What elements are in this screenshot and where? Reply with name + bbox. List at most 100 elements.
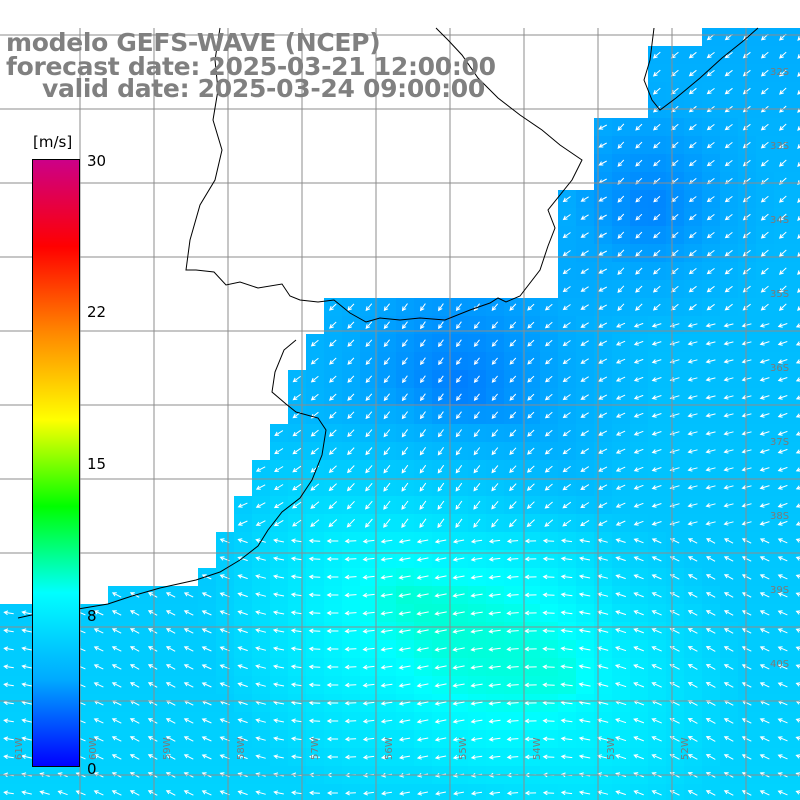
wind-arrow [509, 411, 517, 419]
wind-arrow [779, 69, 787, 77]
wind-arrow [795, 431, 800, 436]
wind-arrow [434, 575, 447, 580]
wind-arrow [147, 790, 158, 796]
wind-arrow [578, 790, 591, 795]
longitude-label: 52W [680, 737, 691, 760]
wind-cell [792, 208, 800, 227]
wind-arrow [741, 646, 752, 652]
wind-arrow [759, 467, 770, 472]
wind-arrow [21, 628, 32, 633]
wind-arrow [527, 321, 535, 329]
wind-arrow [111, 682, 122, 688]
wind-cell [270, 784, 289, 800]
wind-arrow [452, 665, 465, 670]
wind-arrow [237, 754, 248, 760]
wind-arrow [165, 664, 176, 670]
wind-arrow [777, 556, 788, 562]
wind-arrow [723, 431, 734, 436]
wind-arrow [705, 664, 716, 670]
wind-arrow [506, 718, 519, 724]
wind-arrow [398, 683, 411, 688]
wind-arrow [455, 357, 462, 366]
wind-cell [342, 784, 361, 800]
wind-arrow [488, 664, 501, 670]
wind-arrow [578, 610, 591, 615]
wind-arrow [706, 232, 715, 239]
wind-arrow [614, 682, 627, 688]
wind-arrow [542, 538, 555, 544]
wind-arrow [488, 538, 501, 544]
wind-arrow [777, 790, 788, 796]
wind-arrow [183, 664, 194, 670]
wind-arrow [580, 448, 590, 454]
wind-cell [792, 190, 800, 209]
wind-arrow [452, 557, 465, 562]
wind-arrow [578, 718, 591, 723]
wind-arrow [617, 303, 625, 311]
wind-arrow [524, 592, 537, 598]
wind-arrow [615, 340, 626, 346]
wind-arrow [597, 520, 608, 526]
colorbar-tick-0: 0 [87, 760, 97, 778]
wind-cell [792, 154, 800, 173]
wind-arrow [470, 647, 483, 652]
wind-arrow [147, 646, 158, 652]
wind-arrow [545, 339, 553, 347]
wind-cell [378, 784, 397, 800]
wind-arrow [452, 701, 465, 706]
wind-arrow [398, 593, 411, 598]
wind-arrow [580, 340, 589, 346]
wind-arrow [779, 123, 787, 131]
wind-arrow [688, 51, 697, 59]
wind-arrow [615, 754, 627, 760]
wind-arrow [470, 719, 483, 724]
wind-arrow [473, 339, 480, 348]
wind-cell [432, 784, 451, 800]
wind-arrow [778, 213, 787, 221]
wind-arrow [795, 682, 800, 687]
wind-arrow [398, 557, 411, 562]
wind-arrow [488, 646, 501, 652]
wind-arrow [3, 628, 14, 634]
model-title: modelo GEFS-WAVE (NCEP) [6, 28, 381, 57]
wind-arrow [506, 574, 519, 580]
wind-arrow [580, 322, 589, 328]
wind-arrow [760, 249, 769, 257]
wind-arrow [562, 340, 571, 347]
wind-arrow [274, 466, 284, 473]
wind-arrow [562, 196, 571, 203]
wind-arrow [310, 519, 320, 527]
wind-arrow [633, 376, 644, 382]
wind-arrow [580, 394, 589, 400]
wind-arrow [328, 447, 337, 455]
wind-arrow [777, 502, 788, 508]
wind-arrow [741, 521, 752, 526]
wind-cell [594, 784, 613, 800]
wind-arrow [797, 90, 800, 95]
wind-arrow [795, 341, 800, 346]
wind-arrow [401, 339, 408, 348]
wind-arrow [580, 484, 590, 490]
wind-arrow [706, 51, 715, 59]
wind-arrow [687, 628, 698, 634]
wind-arrow [633, 394, 644, 400]
wind-arrow [273, 754, 284, 759]
wind-arrow [347, 339, 355, 347]
wind-arrow [651, 449, 662, 454]
wind-arrow [633, 754, 644, 760]
wind-arrow [309, 790, 320, 796]
wind-arrow [760, 213, 769, 221]
wind-cell [792, 694, 800, 713]
wind-arrow [724, 303, 733, 311]
wind-cell [792, 298, 800, 317]
wind-arrow [438, 375, 444, 384]
wind-arrow [723, 503, 734, 508]
wind-arrow [455, 465, 463, 474]
wind-arrow [183, 610, 194, 616]
wind-arrow [797, 306, 800, 311]
wind-arrow [544, 519, 554, 527]
longitude-label: 56W [384, 737, 395, 760]
wind-arrow [777, 395, 788, 400]
wind-arrow [705, 682, 716, 688]
wind-cell [792, 352, 800, 371]
